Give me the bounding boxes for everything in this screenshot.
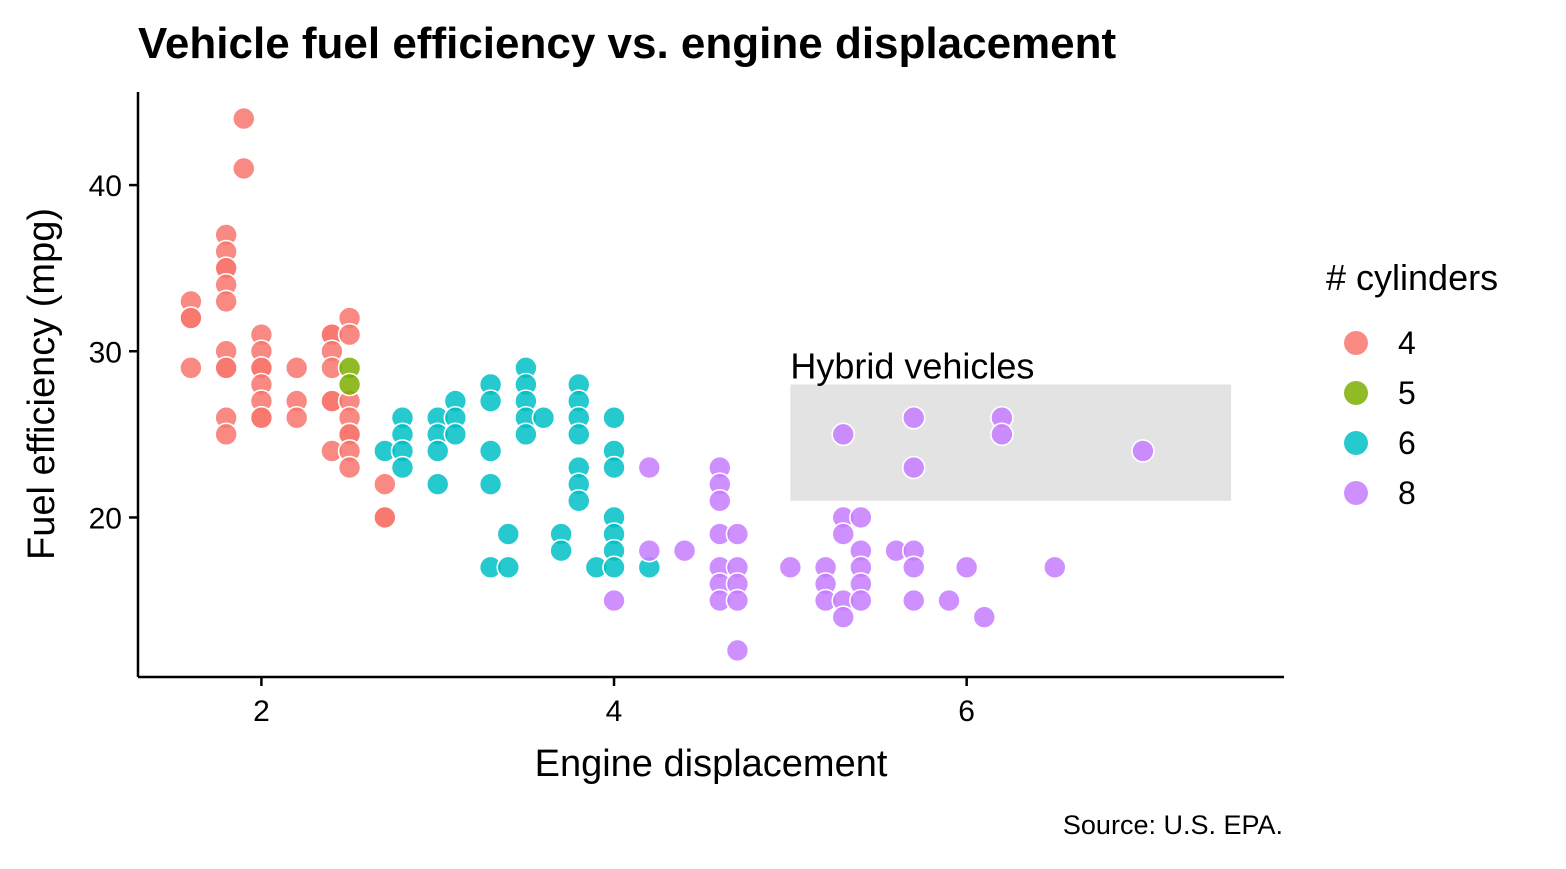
points-layer	[179, 106, 1155, 663]
data-point-cyl-8	[725, 588, 750, 613]
data-point-cyl-6	[602, 405, 626, 430]
data-point-cyl-8	[901, 455, 926, 480]
legend-label-8: 8	[1398, 475, 1416, 511]
data-point-cyl-6	[566, 422, 591, 447]
data-point-cyl-6	[425, 472, 450, 497]
data-point-cyl-4	[284, 405, 309, 430]
source-caption: Source: U.S. EPA.	[1063, 810, 1283, 840]
data-point-cyl-8	[778, 555, 803, 580]
data-point-cyl-4	[284, 356, 309, 380]
data-point-cyl-8	[831, 605, 856, 629]
data-point-cyl-4	[231, 106, 256, 131]
data-point-cyl-4	[373, 505, 397, 530]
legend-label-4: 4	[1398, 325, 1416, 361]
legend-label-6: 6	[1398, 425, 1416, 461]
data-point-cyl-8	[954, 555, 979, 580]
legend-key-4	[1344, 331, 1368, 355]
y-tick-label: 30	[89, 336, 122, 369]
data-point-cyl-8	[901, 555, 926, 580]
data-point-cyl-4	[214, 422, 238, 447]
chart-title: Vehicle fuel efficiency vs. engine displ…	[138, 19, 1117, 68]
data-point-cyl-6	[478, 439, 503, 463]
data-point-cyl-4	[179, 306, 203, 330]
data-point-cyl-8	[849, 588, 873, 613]
data-point-cyl-8	[972, 605, 997, 629]
data-point-cyl-6	[566, 489, 591, 513]
data-point-cyl-4	[249, 405, 274, 430]
y-tick-label: 40	[89, 170, 122, 203]
x-tick-label: 2	[253, 695, 270, 728]
data-point-cyl-6	[496, 555, 521, 580]
data-point-cyl-6	[496, 522, 521, 546]
data-point-cyl-8	[849, 505, 873, 530]
data-point-cyl-8	[937, 588, 961, 613]
data-point-cyl-8	[725, 638, 750, 663]
data-point-cyl-6	[514, 422, 538, 447]
data-point-cyl-6	[478, 389, 503, 413]
data-point-cyl-8	[1043, 555, 1067, 580]
x-tick-label: 6	[958, 695, 975, 728]
data-point-cyl-6	[425, 439, 450, 463]
data-point-cyl-8	[1131, 439, 1155, 463]
x-tick-label: 4	[606, 695, 623, 728]
data-point-cyl-8	[602, 588, 626, 613]
legend: 4 5 6 8	[1344, 325, 1416, 511]
data-point-cyl-4	[231, 156, 256, 181]
data-point-cyl-6	[531, 405, 556, 430]
data-point-cyl-8	[901, 588, 926, 613]
data-point-cyl-4	[214, 289, 238, 314]
data-point-cyl-6	[478, 472, 503, 497]
legend-label-5: 5	[1398, 375, 1416, 411]
y-axis-title: Fuel efficiency (mpg)	[21, 208, 63, 560]
data-point-cyl-5	[337, 372, 362, 397]
ticks-layer: 2 4 6 20 30 40	[89, 170, 975, 728]
hybrid-vehicles-region	[790, 384, 1232, 501]
data-point-cyl-4	[373, 472, 397, 497]
data-point-cyl-6	[602, 555, 626, 580]
legend-title: # cylinders	[1326, 257, 1498, 298]
annotation-label: Hybrid vehicles	[790, 346, 1034, 387]
x-axis-title: Engine displacement	[535, 743, 888, 785]
data-point-cyl-4	[179, 356, 203, 380]
data-point-cyl-6	[602, 455, 626, 480]
data-point-cyl-4	[337, 322, 362, 347]
data-point-cyl-6	[549, 538, 573, 563]
data-point-cyl-4	[214, 356, 238, 380]
legend-key-6	[1344, 431, 1368, 455]
data-point-cyl-8	[637, 455, 662, 480]
data-point-cyl-8	[831, 422, 856, 447]
legend-key-5	[1344, 381, 1368, 405]
y-tick-label: 20	[89, 502, 122, 535]
data-point-cyl-4	[337, 455, 362, 480]
data-point-cyl-8	[831, 522, 856, 546]
data-point-cyl-8	[990, 422, 1014, 447]
data-point-cyl-8	[901, 405, 926, 430]
data-point-cyl-8	[708, 489, 732, 513]
data-point-cyl-8	[672, 538, 697, 563]
data-point-cyl-8	[637, 538, 662, 563]
data-point-cyl-6	[443, 422, 468, 447]
legend-key-8	[1344, 481, 1368, 505]
data-point-cyl-8	[725, 522, 750, 546]
data-point-cyl-6	[390, 455, 415, 480]
